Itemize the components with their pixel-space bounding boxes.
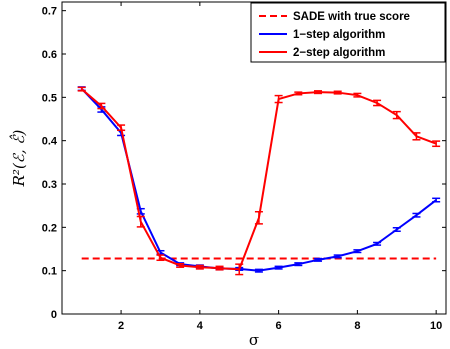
error-bar <box>412 132 421 141</box>
y-axis-label: R²(ℰ, ℰ̂) <box>9 130 28 188</box>
y-tick-label: 0.5 <box>42 92 57 104</box>
x-tick-label: 2 <box>118 320 124 332</box>
error-bar <box>254 268 263 273</box>
error-bar <box>117 124 126 132</box>
error-bar <box>215 265 224 271</box>
error-bar <box>294 262 303 267</box>
error-bar <box>392 227 401 232</box>
error-bar <box>392 110 401 120</box>
error-bar <box>294 91 303 96</box>
error-bar <box>353 249 362 254</box>
x-tick-label: 8 <box>354 320 360 332</box>
x-tick-label: 10 <box>430 320 442 332</box>
error-bar <box>412 212 421 218</box>
x-tick-label: 4 <box>197 320 204 332</box>
error-bar <box>373 241 382 246</box>
error-bar <box>333 254 342 259</box>
error-bar <box>97 102 106 110</box>
error-bar <box>136 215 145 228</box>
legend-label: 2−step algorithm <box>293 47 385 59</box>
error-bar <box>333 90 342 95</box>
error-bar <box>254 210 263 225</box>
error-bar <box>195 264 204 270</box>
y-tick-label: 0.4 <box>42 136 58 148</box>
y-tick-label: 0.6 <box>42 49 57 61</box>
series-3 <box>77 86 441 276</box>
series-layer <box>77 86 441 276</box>
y-tick-label: 0.7 <box>42 6 57 18</box>
error-bar <box>432 197 441 203</box>
error-bar <box>353 92 362 98</box>
error-bar <box>156 254 165 262</box>
error-bar <box>235 263 244 276</box>
x-axis-label: σ <box>249 331 259 349</box>
axis-labels: σ R²(ℰ, ℰ̂) <box>9 130 259 349</box>
y-tick-label: 0 <box>51 309 57 321</box>
error-bar <box>432 140 441 148</box>
error-bar <box>314 90 322 95</box>
y-tick-label: 0.2 <box>42 222 57 234</box>
error-bar <box>274 265 283 270</box>
error-bar <box>176 262 185 268</box>
legend-label: 1−step algorithm <box>293 29 385 41</box>
axis-ticks: 2 4 6 8 10 0 0.1 0.2 0.3 0.4 0.5 0.6 0.7 <box>42 2 446 332</box>
legend-label: SADE with true score <box>293 11 410 23</box>
y-tick-label: 0.1 <box>42 266 57 278</box>
error-bar <box>314 257 322 262</box>
legend: SADE with true score 1−step algorithm 2−st… <box>250 2 446 63</box>
error-bar <box>77 86 86 92</box>
error-bar <box>373 99 382 107</box>
x-tick-label: 6 <box>276 320 282 332</box>
error-bar <box>274 94 283 104</box>
y-tick-label: 0.3 <box>42 179 57 191</box>
